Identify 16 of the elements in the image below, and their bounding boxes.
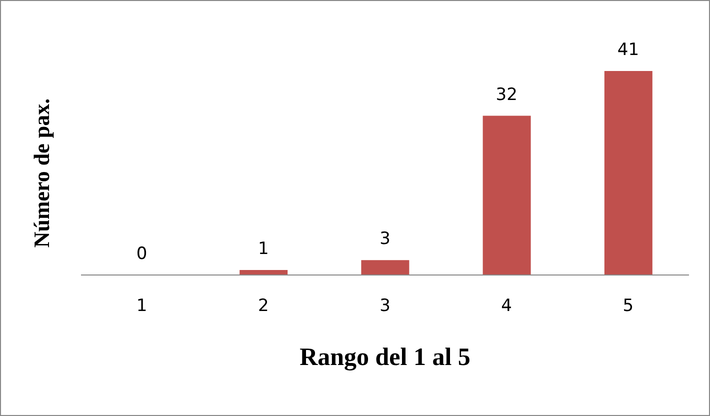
bar <box>482 116 531 275</box>
x-tick-label: 4 <box>501 296 512 316</box>
data-label: 1 <box>258 239 269 260</box>
data-label: 0 <box>136 244 148 264</box>
bar <box>361 260 410 275</box>
x-tick-label: 3 <box>380 296 390 316</box>
y-axis-title: Número de pax. <box>28 98 54 248</box>
x-tick-label: 2 <box>258 296 269 316</box>
bar <box>604 71 652 275</box>
data-label: 41 <box>617 40 640 60</box>
x-tick-label: 1 <box>136 296 148 316</box>
bar <box>240 270 288 275</box>
x-axis-title: Rango del 1 al 5 <box>300 344 470 371</box>
x-tick-label: 5 <box>622 296 634 316</box>
data-label: 32 <box>496 84 518 105</box>
data-label: 3 <box>380 229 390 250</box>
